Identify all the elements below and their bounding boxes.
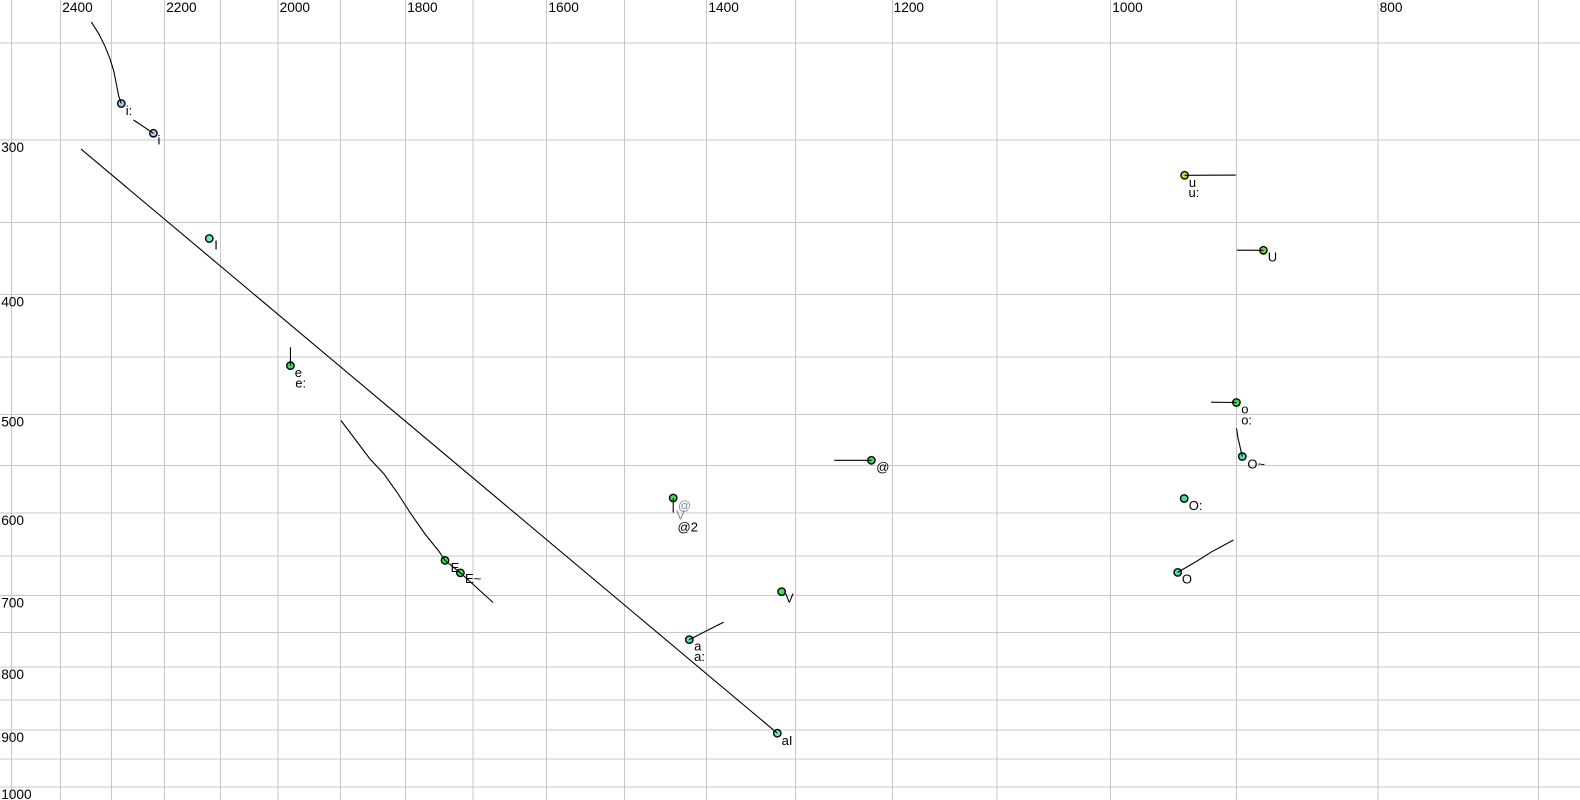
svg-text:a: a: [694, 639, 702, 654]
svg-text:O~: O~: [1247, 456, 1265, 471]
svg-text:u:: u:: [1189, 185, 1200, 200]
svg-text:e:: e:: [295, 375, 306, 390]
svg-text:i:: i:: [126, 103, 133, 118]
svg-text:E: E: [451, 560, 460, 575]
svg-text:2200: 2200: [166, 0, 197, 15]
svg-text:@2: @2: [678, 519, 698, 534]
svg-text:500: 500: [1, 415, 24, 430]
svg-text:300: 300: [1, 140, 24, 155]
svg-text:o:: o:: [1241, 412, 1252, 427]
svg-text:600: 600: [1, 513, 24, 528]
svg-text:@: @: [678, 498, 691, 513]
svg-text:e: e: [295, 365, 302, 380]
svg-text:E~: E~: [465, 571, 482, 586]
svg-text:2000: 2000: [280, 0, 311, 15]
svg-text:2400: 2400: [62, 0, 93, 15]
svg-text:800: 800: [1, 667, 24, 682]
svg-text:a:: a:: [694, 649, 705, 664]
svg-text:V: V: [785, 591, 794, 606]
svg-text:O: O: [1182, 572, 1192, 587]
svg-text:800: 800: [1380, 0, 1403, 15]
svg-text:aI: aI: [782, 733, 793, 748]
svg-text:U: U: [1268, 250, 1277, 265]
svg-text:1200: 1200: [894, 0, 925, 15]
svg-text:1400: 1400: [708, 0, 739, 15]
svg-text:1000: 1000: [1112, 0, 1143, 15]
svg-text:O:: O:: [1189, 498, 1203, 513]
svg-text:700: 700: [1, 595, 24, 610]
svg-text:i: i: [158, 132, 161, 147]
svg-text:o: o: [1241, 402, 1248, 417]
svg-text:1000: 1000: [1, 787, 32, 800]
svg-text:400: 400: [1, 295, 24, 310]
svg-text:1800: 1800: [407, 0, 438, 15]
svg-text:u: u: [1189, 175, 1196, 190]
svg-text:V: V: [676, 508, 685, 523]
svg-text:I: I: [214, 238, 218, 253]
svg-text:1600: 1600: [548, 0, 579, 15]
svg-text:900: 900: [1, 730, 24, 745]
svg-text:@: @: [876, 460, 889, 475]
